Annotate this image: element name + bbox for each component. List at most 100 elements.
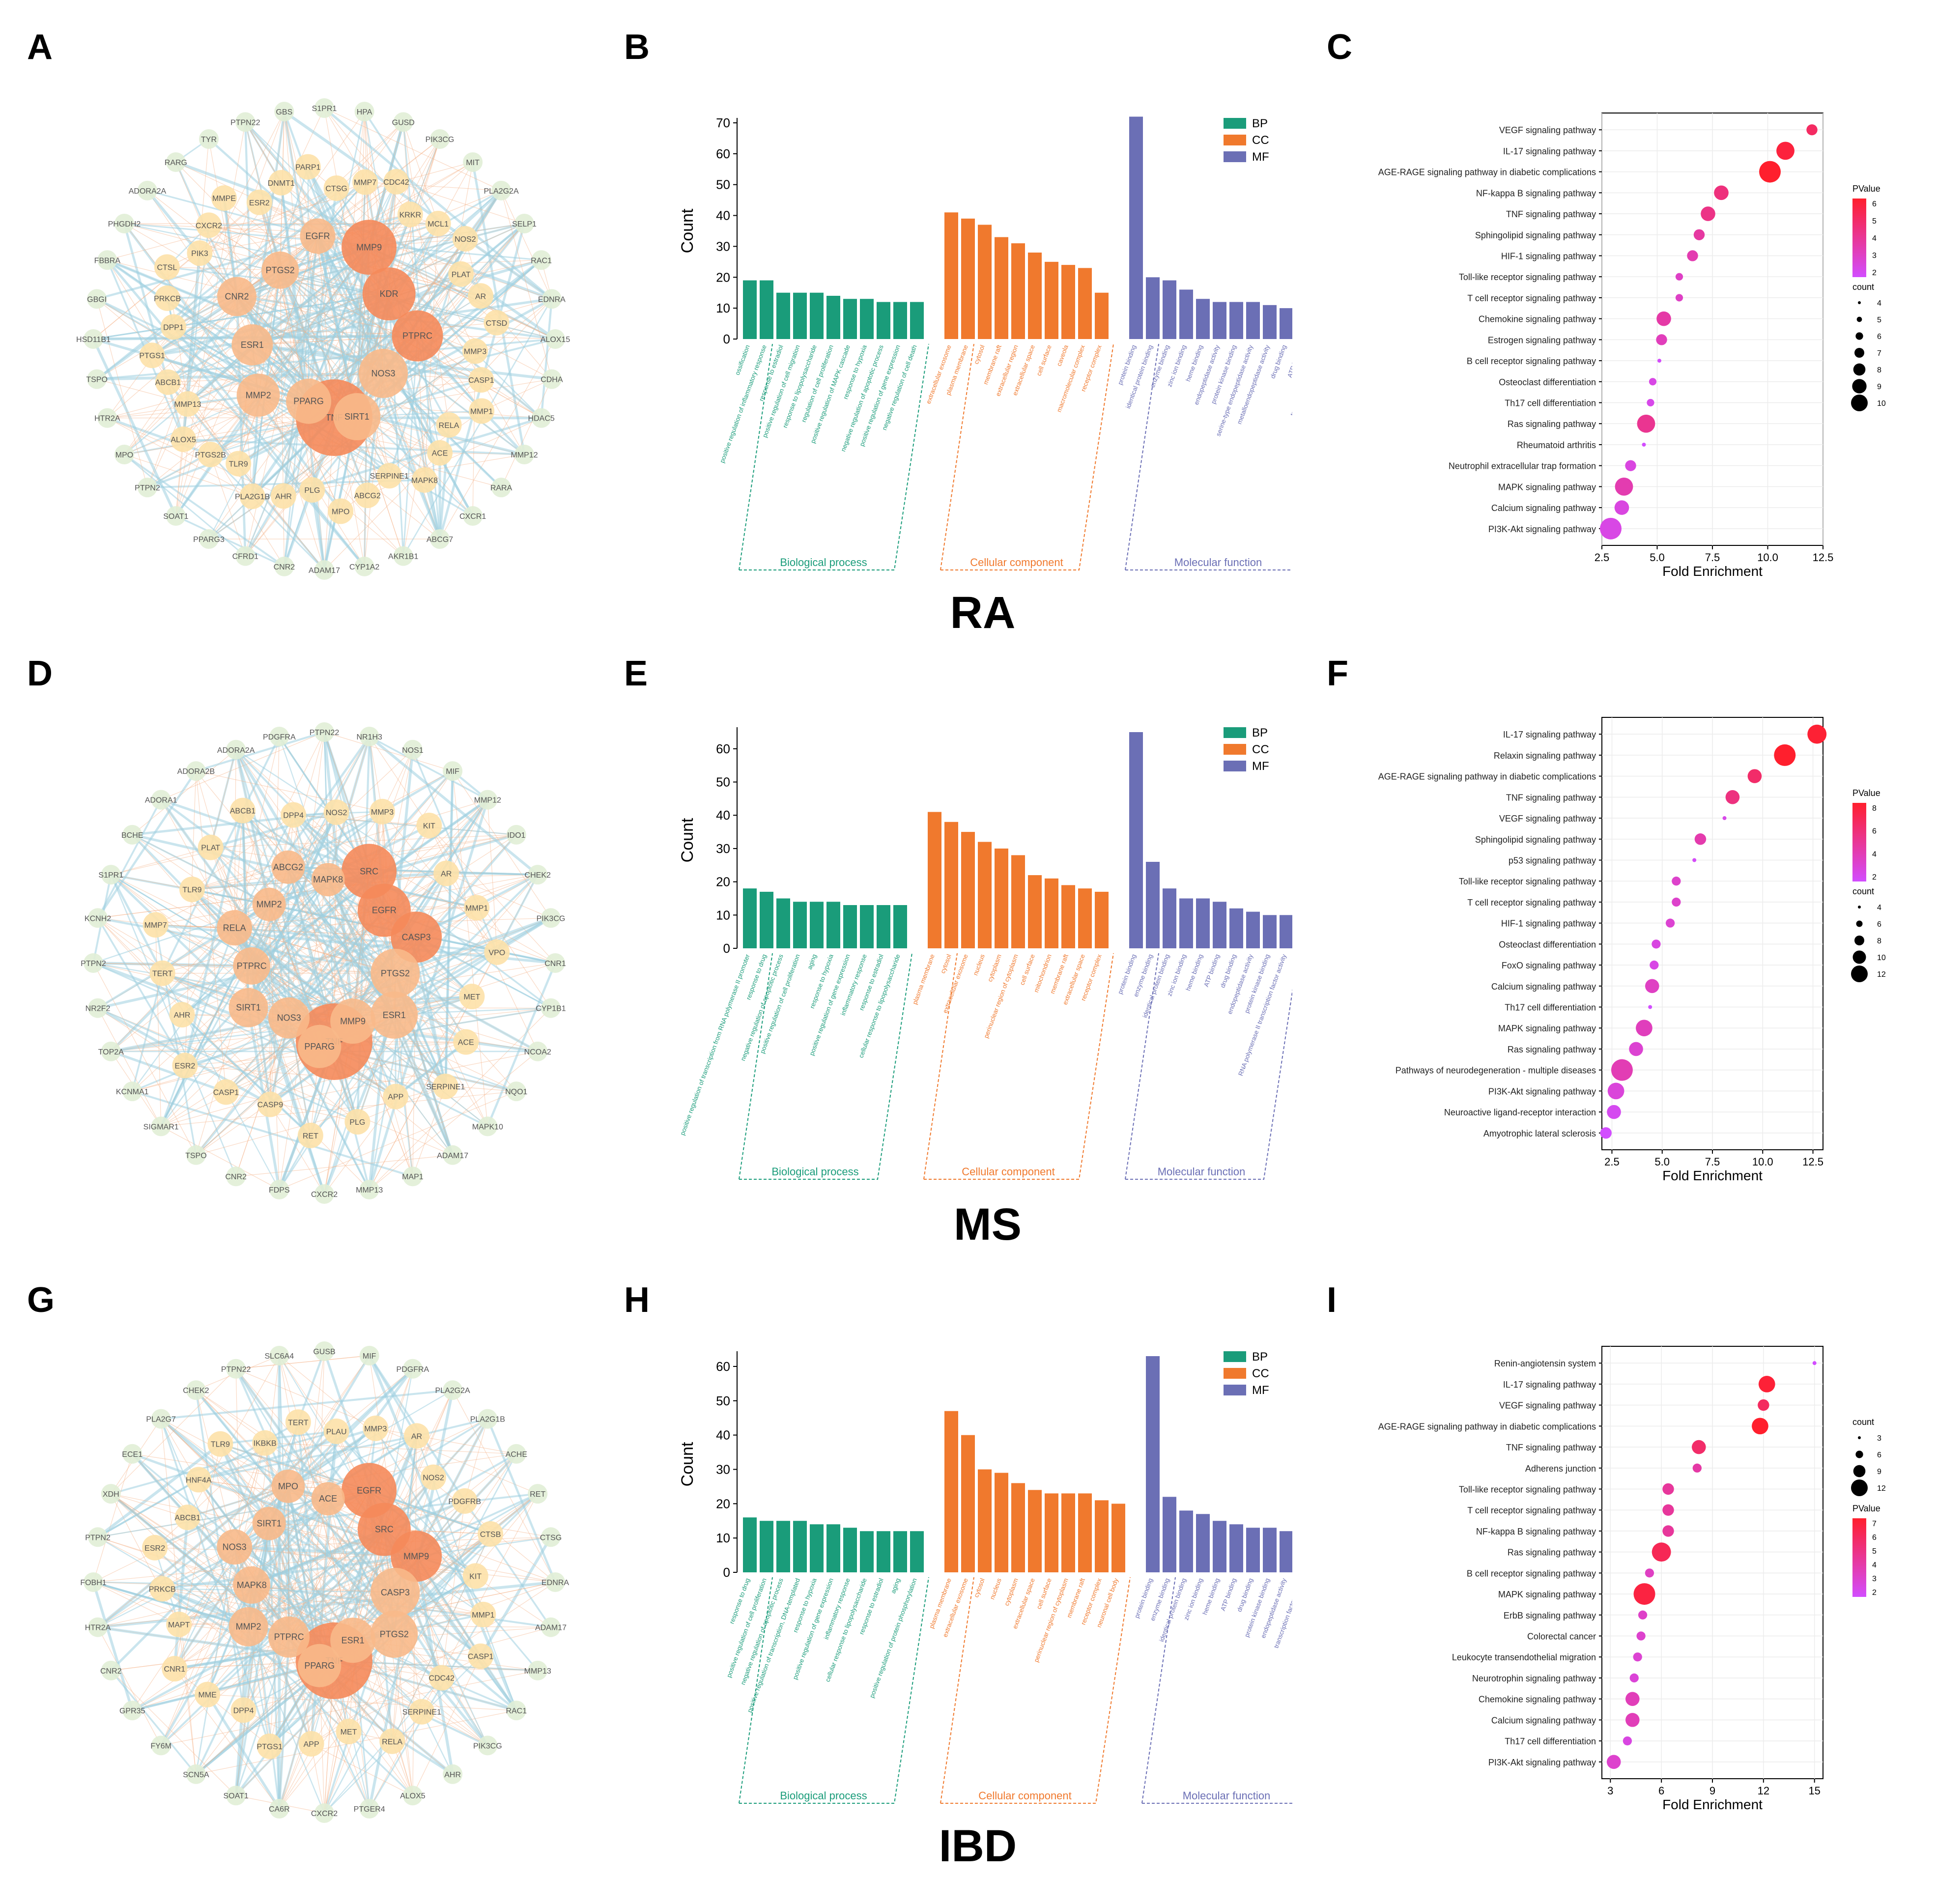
network-node-label: MIF [446, 767, 459, 776]
network-node [436, 412, 462, 438]
go-bar-mf [1280, 308, 1292, 339]
network-node-label: NR2F2 [85, 1005, 111, 1013]
go-bar-bp [843, 299, 857, 339]
panel-letter-i: I [1327, 1280, 1337, 1320]
pathway-label: VEGF signaling pathway [1499, 1401, 1596, 1411]
go-bar-cc [961, 218, 975, 339]
network-node-label: PHGDH2 [108, 220, 141, 228]
network-node [430, 129, 450, 149]
go-term-label: perinuclear region of cytoplasm [982, 953, 1020, 1039]
pathway-label: Ras signaling pathway [1508, 419, 1596, 429]
network-edge [110, 1050, 227, 1093]
pathway-label: Relaxin signaling pathway [1494, 751, 1596, 761]
network-edge [464, 1500, 552, 1628]
go-term-label: cytoplasm [986, 953, 1003, 983]
x-axis-title: Fold Enrichment [1662, 564, 1763, 579]
network-node-label: PDGFRB [448, 1498, 481, 1506]
pathway-label: Toll-like receptor signaling pathway [1459, 877, 1596, 886]
network-node-label: SOAT1 [163, 512, 188, 521]
network-node-label: SERPINE1 [370, 472, 409, 481]
network-node [528, 1041, 548, 1061]
network-node-label: PTPN2 [135, 484, 160, 492]
network-edges [92, 107, 556, 571]
network-node-label: PTGS2 [266, 265, 295, 275]
network-node [88, 998, 108, 1018]
network-node [122, 1701, 142, 1721]
legend-pvalue-colorbar [1852, 1518, 1866, 1597]
legend-count-tick: 3 [1877, 1434, 1881, 1443]
go-bar-cc [1078, 268, 1092, 339]
network-node-label: HSD11B1 [76, 336, 111, 344]
network-node [268, 1616, 310, 1658]
network-node [463, 152, 483, 172]
network-edge [251, 1498, 329, 1586]
network-node-label: MMP13 [356, 1186, 383, 1194]
network-node [166, 506, 186, 526]
go-bar-cc [1011, 1483, 1025, 1572]
network-node [217, 277, 256, 316]
network-edge [210, 749, 236, 848]
network-edge [196, 1046, 320, 1156]
go-bar-mf [1213, 1521, 1226, 1572]
network-node-label: ADORA2B [177, 767, 215, 776]
network-node [425, 210, 451, 236]
network-node [154, 285, 180, 311]
network-node-label: PTPN22 [230, 118, 260, 127]
legend-count-dot [1851, 1479, 1868, 1496]
network-edge [416, 1419, 488, 1557]
network-node-label: CTSG [325, 185, 347, 193]
go-bar-mf [1213, 902, 1226, 948]
go-bar-bp [793, 292, 807, 339]
network-node-label: CTSL [157, 264, 177, 272]
network-node [470, 1601, 496, 1627]
go-term-label: transcription factor binding [1289, 344, 1292, 417]
network-node [323, 175, 349, 201]
network-node [186, 761, 206, 781]
go-term-label: heme binding [1201, 1577, 1221, 1616]
go-bar-mf [1280, 1531, 1292, 1572]
network-edge [97, 1008, 185, 1066]
network-edge [234, 927, 466, 1043]
pathway-label: TNF signaling pathway [1506, 1443, 1596, 1452]
network-edge [369, 1051, 538, 1190]
network-node [443, 761, 463, 781]
go-bar-mf [1263, 1528, 1277, 1572]
y-tick-label: 30 [716, 841, 730, 856]
network-edge [403, 122, 450, 425]
network-edge [251, 111, 285, 345]
network-node-label: CNR2 [225, 1173, 247, 1181]
network-edge [210, 811, 337, 849]
network-node-label: HTR2A [94, 415, 120, 423]
y-tick-label: 60 [716, 146, 730, 161]
network-node-label: EDNRA [538, 295, 566, 304]
legend-count-tick: 6 [1877, 333, 1881, 341]
network-node-label: SLC6A4 [265, 1352, 294, 1361]
network-node-label: APP [304, 1740, 319, 1749]
network-edge [97, 1007, 358, 1123]
network-edge [310, 951, 498, 1137]
go-term-label: plasma membrane [911, 953, 936, 1005]
network-node [137, 478, 157, 498]
network-edge [168, 382, 390, 476]
network-node-label: AHR [174, 1011, 191, 1020]
network-node [226, 1786, 246, 1806]
network-node-label: MMP3 [371, 808, 394, 817]
network-edge [199, 1479, 328, 1499]
legend-count-dot [1853, 1465, 1866, 1478]
network-node-label: ESR2 [249, 199, 270, 207]
x-tick-label: 2.5 [1604, 1156, 1620, 1168]
network-node [478, 1409, 498, 1429]
legend-pvalue-title: PValue [1852, 788, 1880, 798]
network-edge [97, 1443, 222, 1538]
pathway-label: T cell receptor signaling pathway [1467, 898, 1596, 908]
go-bar-cc [1095, 292, 1109, 339]
network-edge [96, 187, 337, 380]
legend-label-bp: BP [1252, 117, 1268, 130]
legend-label-cc: CC [1252, 743, 1269, 756]
kegg-bubble [1647, 398, 1654, 407]
network-node-label: FOBH1 [80, 1579, 106, 1587]
network-node [101, 1660, 121, 1680]
go-bar-bp [826, 296, 840, 339]
network-edge [395, 916, 551, 975]
x-tick-label: 3 [1607, 1785, 1613, 1797]
